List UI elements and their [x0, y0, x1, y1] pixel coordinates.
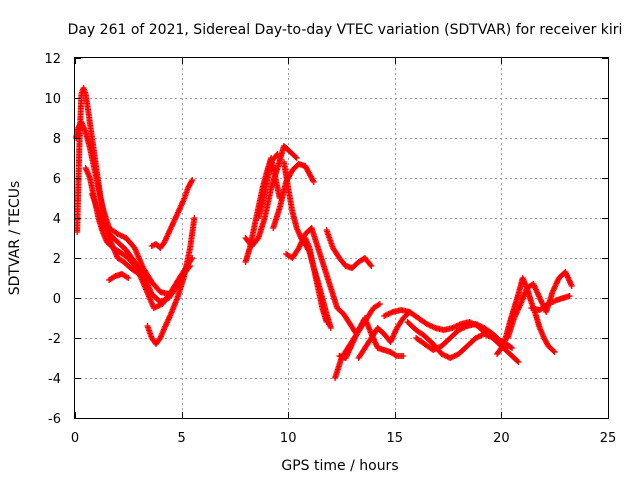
data-point	[514, 358, 521, 364]
x-tick-label: 10	[280, 431, 297, 446]
series-arc-2	[73, 119, 172, 297]
series-arc-22	[494, 275, 558, 357]
series-arc-20	[404, 319, 522, 365]
plot-frame	[74, 57, 609, 419]
data-point	[189, 177, 196, 183]
series-arc-24	[528, 293, 573, 313]
data-point	[515, 359, 522, 365]
data-point	[188, 178, 195, 185]
x-tick-label: 5	[177, 431, 185, 446]
data-point	[125, 275, 132, 281]
series-arc-9	[242, 143, 300, 249]
y-tick-label: -6	[48, 412, 61, 427]
series-arc-15	[323, 227, 375, 271]
data-point	[323, 319, 330, 325]
data-point	[310, 177, 317, 184]
data-point	[292, 154, 299, 160]
data-point	[367, 261, 374, 268]
x-tick-label: 15	[387, 431, 404, 446]
data-point	[310, 179, 317, 185]
data-point	[504, 345, 511, 351]
data-point	[274, 151, 281, 157]
x-tick-label: 0	[71, 431, 79, 446]
data-point	[550, 348, 557, 354]
series-arc-13	[283, 225, 360, 337]
y-tick-label: 10	[44, 92, 61, 107]
data-point	[375, 301, 382, 308]
data-point	[568, 283, 575, 289]
series-arc-19	[381, 307, 516, 351]
data-point	[273, 152, 280, 159]
data-point	[400, 353, 407, 359]
x-axis-title: GPS time / hours	[281, 458, 398, 474]
axis-ticks: 0 5 10 15 20 25 -6 -4 -2 0 2 4 6 8 10 12	[44, 52, 616, 446]
data-point	[124, 274, 131, 281]
x-tick-label: 20	[493, 431, 510, 446]
y-tick-label: 0	[53, 292, 61, 307]
series-arc-14	[302, 235, 330, 325]
y-axis-title: SDTVAR / TECUs	[7, 181, 23, 296]
y-tick-label: 12	[44, 52, 61, 67]
series-arc-11	[270, 161, 317, 231]
data-point	[368, 263, 375, 269]
series-arc-5	[106, 271, 132, 283]
data-point	[566, 293, 573, 299]
y-tick-label: -2	[48, 332, 61, 347]
data-point	[376, 301, 383, 307]
data-points	[73, 85, 575, 381]
y-tick-label: 8	[53, 132, 61, 147]
x-tick-label: 25	[600, 431, 617, 446]
data-point	[551, 349, 558, 355]
data-point	[191, 215, 198, 221]
data-point	[188, 256, 195, 263]
y-tick-label: 4	[53, 212, 61, 227]
series-arc-10	[255, 151, 281, 221]
y-tick-label: 6	[53, 172, 61, 187]
y-tick-label: -4	[48, 372, 61, 387]
data-point	[293, 155, 300, 161]
series-arc-18	[355, 309, 413, 361]
data-point	[327, 325, 334, 331]
y-tick-label: 2	[53, 252, 61, 267]
series-arc-7	[148, 177, 196, 251]
series-arc-6	[144, 215, 198, 347]
chart-title: Day 261 of 2021, Sidereal Day-to-day VTE…	[68, 22, 623, 38]
data-point	[392, 352, 399, 359]
